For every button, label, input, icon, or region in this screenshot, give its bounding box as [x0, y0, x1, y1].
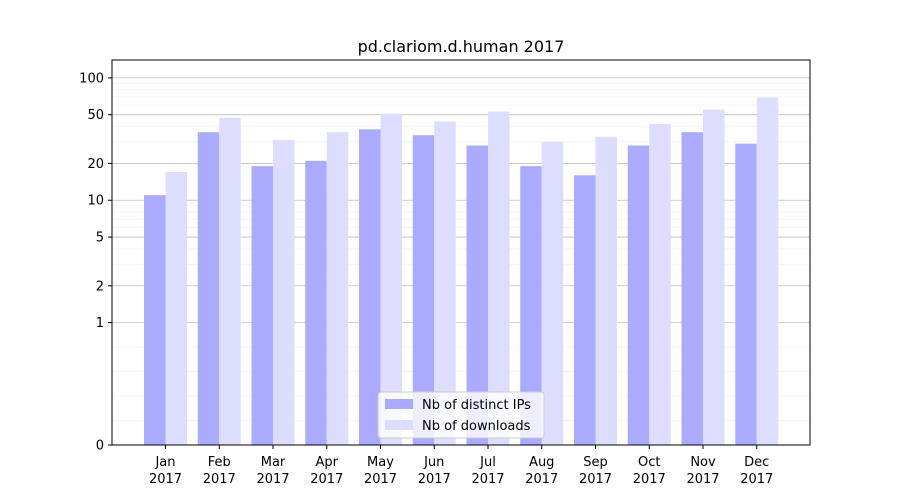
bar-ips-aug: [520, 166, 542, 446]
y-tick-label: 100: [79, 71, 104, 86]
plot-frame: [111, 59, 811, 446]
x-tick-label-year: 2017: [149, 472, 182, 487]
bar-ips-jun: [412, 135, 435, 446]
bar-downloads-may: [380, 113, 402, 446]
bar-downloads-sep: [595, 136, 617, 445]
bar-ips-may: [359, 129, 381, 445]
x-tick-label-month: Mar: [261, 455, 286, 470]
x-tick-label-month: Jan: [154, 455, 175, 470]
x-tick-label-year: 2017: [740, 472, 773, 487]
bar-downloads-oct: [649, 123, 671, 445]
legend-swatch-downloads: [385, 420, 413, 430]
bar-downloads-feb: [219, 117, 241, 445]
x-tick-label-month: Aug: [529, 455, 554, 470]
x-tick-label-month: Nov: [690, 455, 716, 470]
x-tick-label-year: 2017: [310, 472, 343, 487]
y-tick-label: 5: [96, 231, 104, 246]
axes: Jan2017Feb2017Mar2017Apr2017May2017Jun20…: [79, 59, 811, 487]
bar-ips-apr: [305, 160, 327, 445]
x-tick-label-year: 2017: [364, 472, 397, 487]
bar-downloads-jun: [434, 121, 456, 445]
y-tick-label: 1: [96, 316, 104, 331]
x-tick-label-year: 2017: [471, 472, 504, 487]
x-tick-label-year: 2017: [525, 472, 558, 487]
bar-ips-dec: [735, 143, 757, 445]
x-tick-label-month: Feb: [208, 455, 231, 470]
x-tick-label-month: Oct: [638, 455, 660, 470]
x-tick-label-month: Apr: [316, 455, 339, 470]
y-tick-label: 50: [87, 108, 104, 123]
x-tick-label-month: Jun: [423, 455, 444, 470]
x-tick-label-year: 2017: [418, 472, 451, 487]
legend-box: [377, 391, 545, 439]
legend-label-downloads: Nb of downloads: [422, 419, 531, 434]
x-tick-label-month: Dec: [744, 455, 769, 470]
bar-downloads-mar: [273, 140, 295, 445]
bar-ips-sep: [574, 175, 596, 446]
y-tick-label: 2: [96, 279, 104, 294]
bars: [144, 97, 779, 446]
x-tick-label-year: 2017: [579, 472, 612, 487]
chart-title: pd.clariom.d.human 2017: [358, 37, 565, 56]
bar-ips-oct: [627, 145, 650, 445]
bar-downloads-aug: [541, 141, 564, 446]
x-tick-label-year: 2017: [686, 472, 719, 487]
bar-ips-jan: [144, 195, 166, 445]
x-tick-label-month: Jul: [479, 455, 496, 470]
bar-downloads-dec: [756, 97, 779, 446]
y-tick-label: 0: [96, 439, 104, 454]
x-tick-label-month: Sep: [583, 455, 608, 470]
y-tick-label: 10: [87, 194, 104, 209]
legend-label-ips: Nb of distinct IPs: [422, 398, 531, 413]
bar-downloads-jul: [488, 111, 510, 446]
bar-ips-nov: [681, 132, 703, 445]
legend-swatch-ips: [385, 399, 413, 409]
bar-downloads-apr: [326, 132, 349, 445]
bar-downloads-jan: [165, 172, 187, 445]
x-tick-label-year: 2017: [633, 472, 666, 487]
bar-ips-feb: [197, 132, 220, 445]
x-tick-label-year: 2017: [256, 472, 289, 487]
bar-ips-jul: [466, 145, 488, 445]
y-tick-label: 20: [87, 157, 104, 172]
bar-downloads-nov: [703, 109, 725, 445]
x-tick-label-month: May: [367, 455, 394, 470]
bar-ips-mar: [251, 166, 273, 446]
legend: Nb of distinct IPs Nb of downloads: [377, 391, 545, 439]
x-tick-label-year: 2017: [203, 472, 236, 487]
